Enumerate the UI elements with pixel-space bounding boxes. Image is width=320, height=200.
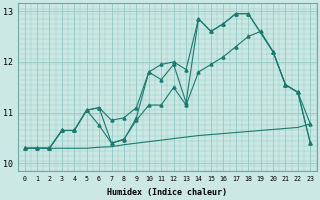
X-axis label: Humidex (Indice chaleur): Humidex (Indice chaleur) xyxy=(108,188,228,197)
